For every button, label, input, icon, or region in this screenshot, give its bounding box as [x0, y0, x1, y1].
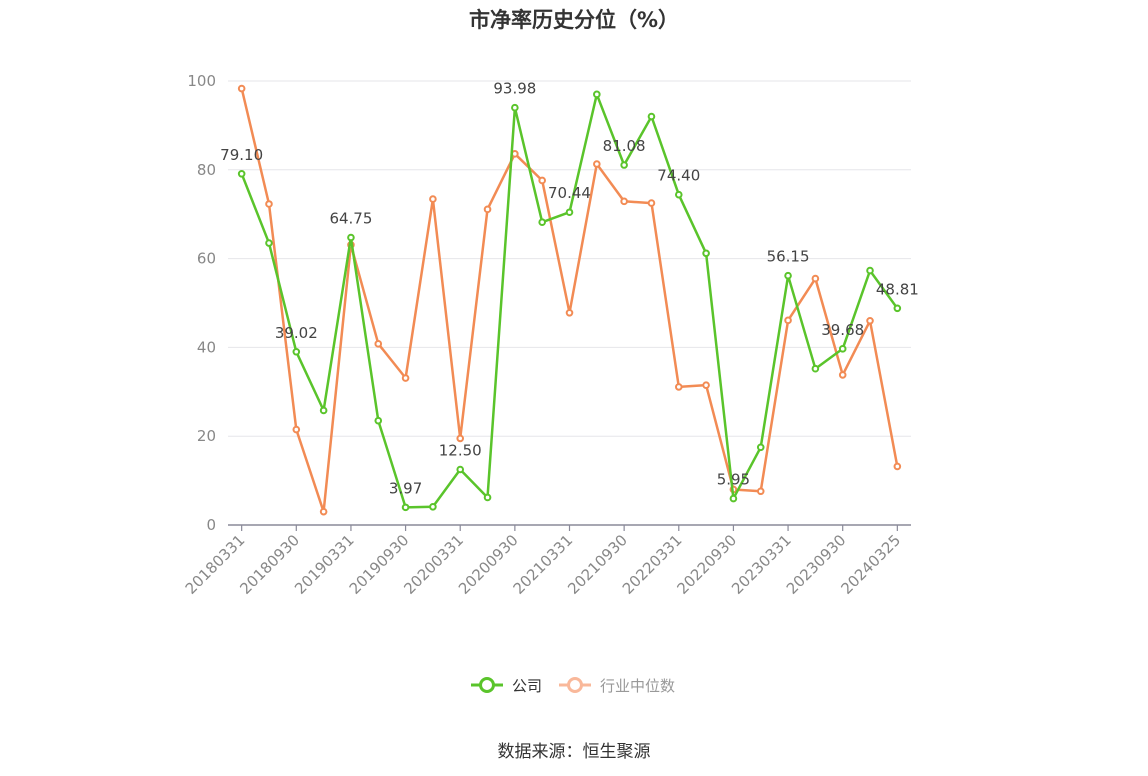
data-point	[756, 443, 765, 452]
data-point	[292, 425, 301, 434]
series-company	[237, 90, 902, 512]
legend-line-marker-icon	[559, 677, 591, 693]
data-point	[620, 197, 628, 206]
x-tick-label: 20240325	[837, 531, 904, 598]
data-point	[674, 383, 683, 391]
data-label: 56.15	[767, 248, 810, 266]
data-point	[292, 347, 301, 356]
data-label: 74.40	[657, 167, 700, 185]
data-label: 64.75	[329, 210, 372, 228]
data-label: 3.97	[389, 479, 422, 497]
data-point	[237, 169, 246, 178]
data-point	[729, 494, 738, 503]
data-label: 48.81	[876, 280, 919, 298]
y-tick-label: 80	[197, 161, 216, 179]
data-point	[756, 487, 765, 496]
y-tick-label: 40	[197, 338, 216, 356]
data-labels: 79.10 39.02 64.75 3.97 12.50 93.98 70.44 81.08 7…	[220, 80, 919, 498]
data-label: 39.68	[821, 321, 864, 339]
data-point	[511, 103, 519, 112]
y-tick-label: 0	[206, 516, 216, 534]
data-point	[784, 316, 792, 325]
data-point	[483, 205, 492, 214]
series	[237, 84, 902, 516]
data-point	[429, 195, 437, 203]
data-point	[811, 364, 820, 373]
grid-lines	[228, 80, 911, 437]
data-point	[674, 190, 683, 199]
data-label: 93.98	[493, 80, 536, 98]
chart-plot: 0204060801002018033120180930201903312019…	[182, 72, 919, 598]
data-point	[893, 462, 902, 471]
legend: 公司 行业中位数	[0, 672, 1148, 698]
data-point	[620, 161, 628, 169]
data-point	[538, 176, 546, 185]
data-point	[647, 199, 656, 207]
data-label: 5.95	[717, 471, 750, 489]
data-label: 81.08	[603, 137, 646, 155]
data-point	[565, 208, 574, 217]
data-point	[838, 371, 847, 379]
data-point	[538, 218, 546, 226]
data-point	[429, 502, 437, 511]
y-tick-label: 60	[197, 250, 216, 268]
data-source: 数据来源：恒生聚源	[497, 742, 651, 762]
data-point	[347, 233, 355, 242]
data-label: 39.02	[275, 324, 318, 342]
data-point	[374, 340, 383, 348]
data-point	[784, 271, 792, 280]
data-point	[401, 503, 410, 512]
data-point	[838, 345, 847, 353]
data-point	[265, 239, 273, 247]
y-tick-label: 20	[197, 427, 216, 445]
legend-item-industry-median[interactable]: 行业中位数	[558, 672, 675, 698]
data-point	[456, 465, 465, 474]
data-point	[811, 274, 820, 283]
data-point	[702, 249, 710, 258]
data-point	[893, 304, 902, 313]
legend-label-industry-median: 行业中位数	[600, 676, 676, 695]
series-line	[240, 93, 899, 509]
data-point	[319, 507, 328, 516]
series-industry-median	[237, 84, 902, 516]
legend-item-company[interactable]: 公司	[470, 672, 542, 698]
data-point	[374, 416, 383, 425]
data-point	[647, 112, 656, 121]
data-point	[237, 84, 246, 93]
data-point	[319, 406, 328, 415]
data-label: 12.50	[439, 442, 482, 460]
data-point	[483, 493, 492, 502]
chart-title: 市净率历史分位（%）	[468, 8, 680, 32]
legend-label-company: 公司	[512, 676, 543, 695]
data-point	[456, 434, 465, 443]
y-tick-label: 100	[187, 72, 216, 90]
data-label: 70.44	[548, 184, 591, 202]
data-point	[702, 381, 710, 389]
data-point	[866, 316, 874, 325]
legend-line-marker-icon	[471, 677, 503, 693]
data-point	[593, 90, 601, 99]
data-point	[593, 160, 601, 168]
data-point	[866, 266, 874, 275]
data-point	[565, 308, 574, 317]
data-point	[401, 374, 410, 382]
data-label: 79.10	[220, 146, 263, 164]
data-point	[265, 200, 273, 208]
